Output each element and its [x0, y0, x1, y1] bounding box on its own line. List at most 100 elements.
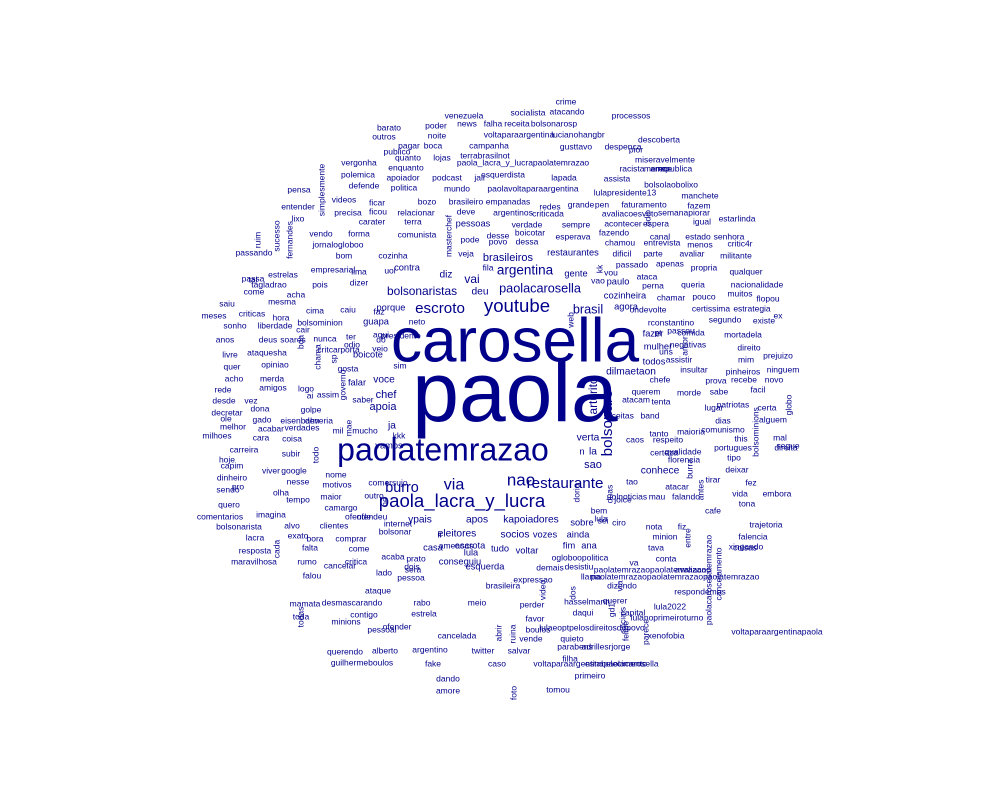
word-polemica: polemica: [341, 169, 375, 179]
word-faturamento: faturamento: [621, 199, 667, 209]
word-restaurantes: restaurantes: [547, 247, 599, 257]
word-miseravelmente: miseravelmente: [635, 154, 695, 164]
word-via: via: [444, 475, 465, 493]
word-kapoiadores: kapoiadores: [503, 515, 559, 526]
word-deu: deu: [472, 287, 489, 298]
word-apoia: apoia: [370, 401, 398, 413]
word-nao: nao: [507, 470, 535, 489]
word-doria: doria: [571, 483, 581, 502]
word-gosta: gosta: [338, 363, 359, 373]
word-viver: viver: [262, 465, 280, 475]
word-eisenbahn: eisenbahn: [280, 415, 320, 425]
word-primeiro: primeiro: [575, 670, 606, 680]
word-ana: ana: [581, 540, 597, 550]
word-diz: diz: [439, 270, 452, 281]
word-lima: lima: [351, 266, 367, 276]
word-recebe: recebe: [731, 374, 757, 384]
word-sera: sera: [405, 564, 422, 574]
word-desistiu: desistiu: [565, 561, 594, 571]
word-voltar: voltar: [516, 545, 539, 555]
word-falar: falar: [348, 377, 366, 387]
word-segundo: segundo: [709, 314, 742, 324]
word-criticas: criticas: [239, 308, 265, 318]
word-critica: critica: [345, 556, 367, 566]
word-conhece: conhece: [641, 466, 680, 477]
word-deixar: deixar: [725, 464, 748, 474]
word-alguem: alguem: [759, 414, 787, 424]
word-comersujo: comersujo: [368, 477, 407, 487]
word-redes: redes: [539, 201, 560, 211]
word-outro: outro: [364, 490, 384, 500]
word-perna: perna: [642, 280, 664, 290]
word-hasselmann: hasselmann: [564, 596, 610, 606]
word-povo: povo: [489, 236, 508, 246]
word-fernandes: fernandes: [284, 221, 294, 259]
word-lulanoprimeiroturno: lulanoprimeiroturno: [631, 612, 704, 622]
word-paolacarosella: paolacarosella: [499, 281, 582, 295]
word-paulo: paulo: [607, 276, 630, 286]
word-pagar: pagar: [398, 140, 420, 150]
word-dos: dos: [567, 586, 577, 600]
word-qualquer: qualquer: [729, 266, 762, 276]
word-bem: bem: [591, 505, 608, 515]
word-ofender: ofender: [383, 621, 412, 631]
word-coisas: coisas: [733, 542, 757, 552]
word-news: news: [457, 118, 477, 128]
word-estrategia: estrategia: [733, 303, 771, 313]
word-contra: contra: [394, 262, 421, 272]
word-olha: olha: [273, 487, 289, 497]
word-receita: receita: [504, 118, 530, 128]
word-acabar: acabar: [258, 423, 284, 433]
word-passou: passou: [667, 325, 695, 335]
word-criticada: criticada: [532, 208, 564, 218]
word-ficar: ficar: [369, 197, 385, 207]
word-defende: defende: [349, 180, 380, 190]
word-hora: hora: [272, 312, 289, 322]
word-ja: ja: [387, 421, 396, 432]
word-paola-lacra-y-lucra: paola_lacra_y_lucra: [379, 490, 546, 512]
word-atacar: atacar: [665, 481, 689, 491]
word-argentina: argentina: [497, 263, 554, 278]
word-mesma: mesma: [268, 296, 296, 306]
word-estrela: estrela: [411, 608, 437, 618]
word-capital: capital: [621, 607, 646, 617]
word-la: la: [589, 447, 597, 458]
word-vozes: vozes: [533, 529, 558, 539]
word-caos: caos: [626, 434, 644, 444]
word-ruina: ruina: [507, 624, 517, 643]
word-todos: todos: [643, 356, 666, 366]
word-golpe: golpe: [301, 404, 322, 414]
word-argentino: argentino: [412, 644, 448, 654]
word-apoiador: apoiador: [386, 172, 419, 182]
word-verta: verta: [577, 433, 600, 444]
word-parte: parte: [643, 248, 663, 258]
word-carosella: carosella: [391, 306, 640, 375]
word-mortadela: mortadela: [724, 329, 762, 339]
word-queria: queria: [681, 279, 705, 289]
word-coisa: coisa: [282, 433, 302, 443]
word-lula: lula: [594, 513, 608, 523]
word-segue: segue: [776, 440, 799, 450]
word-nunca: nunca: [313, 333, 336, 343]
word-ficou: ficou: [369, 206, 387, 216]
word-guapa: guapa: [363, 316, 390, 326]
word-resposta: resposta: [239, 545, 272, 555]
word-brasileiros: brasileiros: [483, 252, 534, 264]
word-comunista: comunista: [398, 229, 437, 239]
word-insultar: insultar: [680, 364, 708, 374]
word-pessoa: pessoa: [397, 572, 425, 582]
word-brasil: brasil: [573, 302, 603, 316]
word-ciro: ciro: [612, 517, 626, 527]
word-certa: certa: [758, 402, 777, 412]
word-fazendo: fazendo: [599, 227, 630, 237]
word-verdades: verdades: [285, 422, 320, 432]
word-quanto: quanto: [395, 152, 421, 162]
word-lucianohangbr: lucianohangbr: [551, 129, 605, 139]
word-querem: querem: [632, 386, 661, 396]
word-paolavoltaparaargentina: paolavoltaparaargentina: [487, 183, 578, 193]
word-bolsonarista: bolsonarista: [216, 521, 262, 531]
word-eleitores: eleitores: [438, 529, 477, 540]
word-restaurante: restaurante: [527, 475, 604, 492]
word-menos: menos: [687, 239, 713, 249]
word-pode: pode: [461, 234, 480, 244]
